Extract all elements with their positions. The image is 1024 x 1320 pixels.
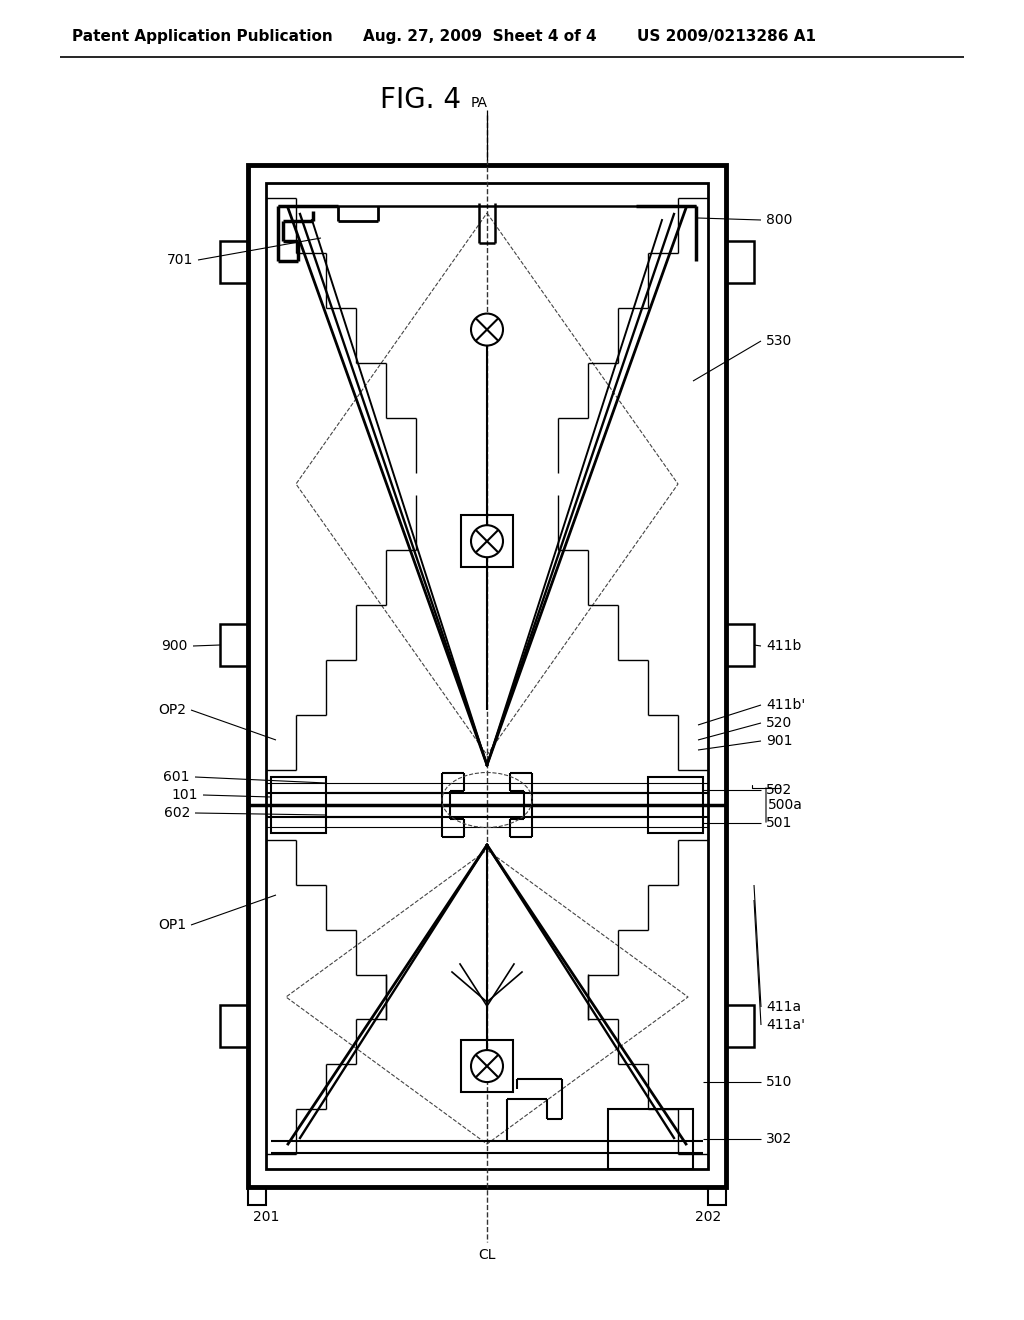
Circle shape [471,314,503,346]
Bar [608,1109,693,1170]
Circle shape [471,525,503,557]
Text: 201: 201 [253,1210,280,1224]
Bar [248,165,726,1187]
Text: 202: 202 [695,1210,721,1224]
Bar [726,1005,754,1047]
Text: 302: 302 [766,1133,793,1146]
Text: 701: 701 [167,253,193,267]
Bar [248,1187,266,1205]
Text: 530: 530 [766,334,793,348]
Text: OP1: OP1 [158,917,186,932]
Text: 500a: 500a [768,799,803,812]
Bar [726,242,754,282]
Bar [220,624,248,667]
Text: Patent Application Publication: Patent Application Publication [72,29,333,45]
Bar [271,777,326,833]
Text: 602: 602 [164,807,190,820]
Bar [220,242,248,282]
Text: 510: 510 [766,1074,793,1089]
Text: 520: 520 [766,715,793,730]
Text: 901: 901 [766,734,793,748]
Text: 411b': 411b' [766,698,805,711]
Text: OP2: OP2 [158,704,186,717]
Bar [461,1040,513,1092]
Bar [266,183,708,1170]
Bar [648,777,703,833]
Text: 101: 101 [171,788,198,803]
Text: 502: 502 [766,783,793,797]
Bar [461,515,513,568]
Text: 501: 501 [766,816,793,830]
Text: PA: PA [471,96,488,110]
Text: 900: 900 [162,639,188,653]
Text: 601: 601 [164,770,190,784]
Text: Aug. 27, 2009  Sheet 4 of 4: Aug. 27, 2009 Sheet 4 of 4 [362,29,597,45]
Text: 411a: 411a [766,1001,801,1014]
Text: 800: 800 [766,213,793,227]
Bar [726,624,754,667]
Text: 411b: 411b [766,639,802,653]
Circle shape [471,1051,503,1082]
Text: US 2009/0213286 A1: US 2009/0213286 A1 [637,29,816,45]
Text: FIG. 4: FIG. 4 [380,86,461,114]
Bar [220,1005,248,1047]
Bar [708,1187,726,1205]
Text: 411a': 411a' [766,1018,805,1032]
Text: CL: CL [478,1247,496,1262]
